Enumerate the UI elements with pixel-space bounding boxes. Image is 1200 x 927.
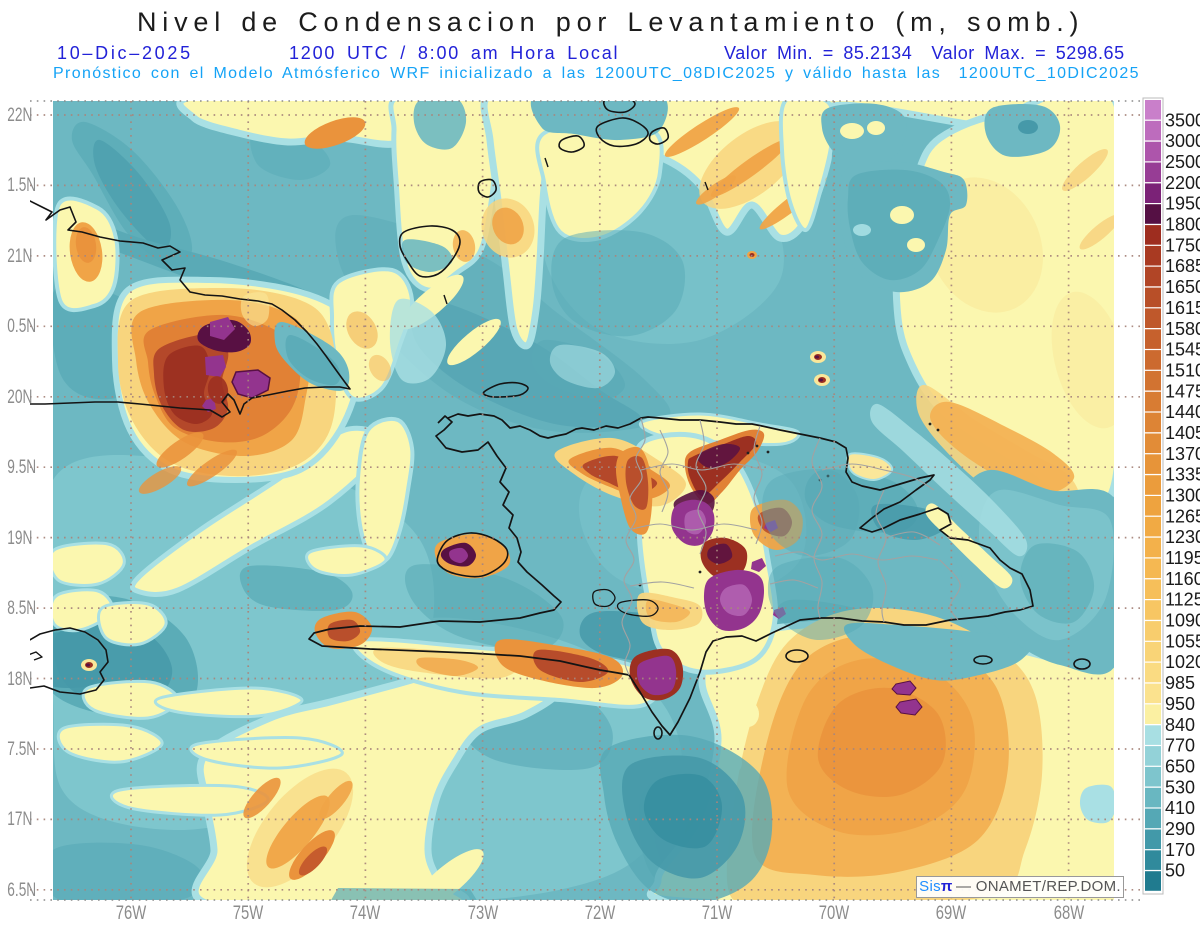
svg-text:770: 770: [1165, 736, 1195, 756]
svg-text:1510: 1510: [1165, 360, 1200, 380]
svg-text:1405: 1405: [1165, 423, 1200, 443]
svg-text:650: 650: [1165, 756, 1195, 776]
svg-text:1265: 1265: [1165, 506, 1200, 526]
svg-text:1300: 1300: [1165, 486, 1200, 506]
svg-text:1020: 1020: [1165, 652, 1200, 672]
svg-text:2500: 2500: [1165, 152, 1200, 172]
svg-text:1440: 1440: [1165, 402, 1200, 422]
svg-text:1160: 1160: [1165, 569, 1200, 589]
svg-text:290: 290: [1165, 819, 1195, 839]
svg-text:3000: 3000: [1165, 131, 1200, 151]
svg-text:1800: 1800: [1165, 215, 1200, 235]
svg-text:1230: 1230: [1165, 527, 1200, 547]
svg-text:1580: 1580: [1165, 319, 1200, 339]
svg-text:1125: 1125: [1165, 590, 1200, 610]
svg-text:1335: 1335: [1165, 465, 1200, 485]
svg-text:840: 840: [1165, 715, 1195, 735]
svg-text:170: 170: [1165, 840, 1195, 860]
svg-text:1055: 1055: [1165, 631, 1200, 651]
svg-text:50: 50: [1165, 861, 1185, 881]
svg-text:985: 985: [1165, 673, 1195, 693]
svg-text:1650: 1650: [1165, 277, 1200, 297]
svg-text:530: 530: [1165, 777, 1195, 797]
svg-text:950: 950: [1165, 694, 1195, 714]
svg-text:1615: 1615: [1165, 298, 1200, 318]
svg-text:1370: 1370: [1165, 444, 1200, 464]
svg-text:1475: 1475: [1165, 381, 1200, 401]
svg-text:1090: 1090: [1165, 611, 1200, 631]
svg-text:1195: 1195: [1165, 548, 1200, 568]
svg-text:1950: 1950: [1165, 194, 1200, 214]
svg-text:2200: 2200: [1165, 173, 1200, 193]
svg-text:1750: 1750: [1165, 235, 1200, 255]
svg-text:1545: 1545: [1165, 340, 1200, 360]
svg-text:1685: 1685: [1165, 256, 1200, 276]
svg-text:3500: 3500: [1165, 110, 1200, 130]
svg-text:410: 410: [1165, 798, 1195, 818]
